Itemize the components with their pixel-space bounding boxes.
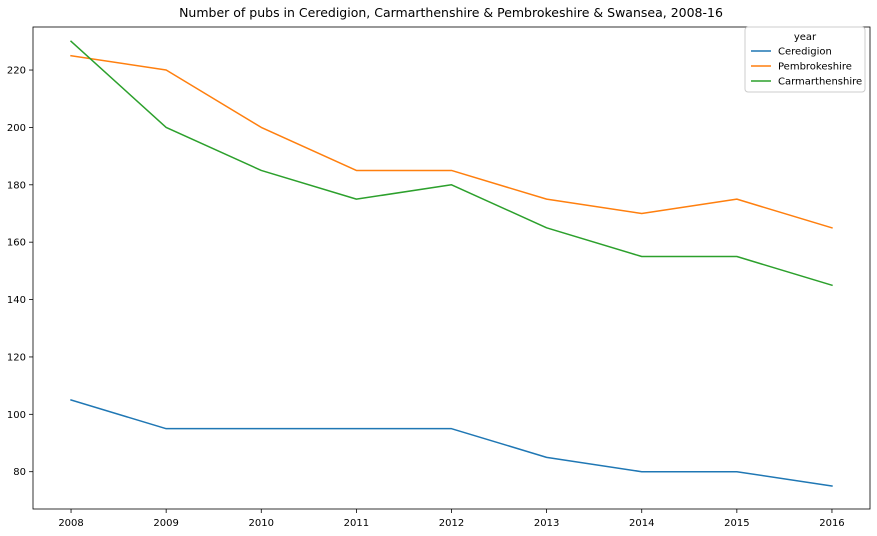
legend-label-ceredigion: Ceredigion xyxy=(778,47,832,58)
series-layer xyxy=(69,40,833,487)
legend-title: year xyxy=(794,32,817,43)
plot-area: 2008 2009 2010 2011 2012 2013 2014 2015 2016 80 1… xyxy=(7,26,871,529)
x-tick-label: 2011 xyxy=(344,518,369,529)
series-line-carmarthenshire xyxy=(69,40,833,287)
legend-frame xyxy=(744,26,866,93)
y-tick-label: 140 xyxy=(7,295,26,306)
y-axis: 80 100 120 140 160 180 200 220 xyxy=(7,66,33,478)
x-tick-label: 2014 xyxy=(629,518,654,529)
series-line-ceredigion xyxy=(70,399,833,487)
y-tick-label: 100 xyxy=(7,410,26,421)
x-axis: 2008 2009 2010 2011 2012 2013 2014 2015 2016 xyxy=(58,509,845,529)
x-tick-label: 2008 xyxy=(58,518,83,529)
legend-items: Ceredigion Pembrokeshire Carmarthenshire xyxy=(751,47,862,88)
y-tick-label: 80 xyxy=(13,467,26,478)
y-tick-label: 220 xyxy=(7,66,26,77)
x-tick-label: 2013 xyxy=(534,518,559,529)
y-tick-label: 180 xyxy=(7,180,26,191)
y-tick-label: 120 xyxy=(7,352,26,363)
legend-label-pembrokeshire: Pembrokeshire xyxy=(778,62,852,73)
series-line-pembrokeshire xyxy=(70,54,833,229)
y-tick-label: 160 xyxy=(7,238,26,249)
plot-frame xyxy=(32,26,871,510)
legend-label-carmarthenshire: Carmarthenshire xyxy=(778,77,862,88)
x-tick-label: 2012 xyxy=(439,518,464,529)
y-tick-label: 200 xyxy=(7,123,26,134)
x-tick-label: 2010 xyxy=(249,518,274,529)
x-tick-label: 2009 xyxy=(153,518,178,529)
legend: year Ceredigion Pembrokeshire Carmarthensh… xyxy=(744,26,866,93)
x-tick-label: 2016 xyxy=(819,518,844,529)
x-tick-label: 2015 xyxy=(724,518,749,529)
chart-title: Number of pubs in Ceredigion, Carmarthen… xyxy=(179,5,723,20)
